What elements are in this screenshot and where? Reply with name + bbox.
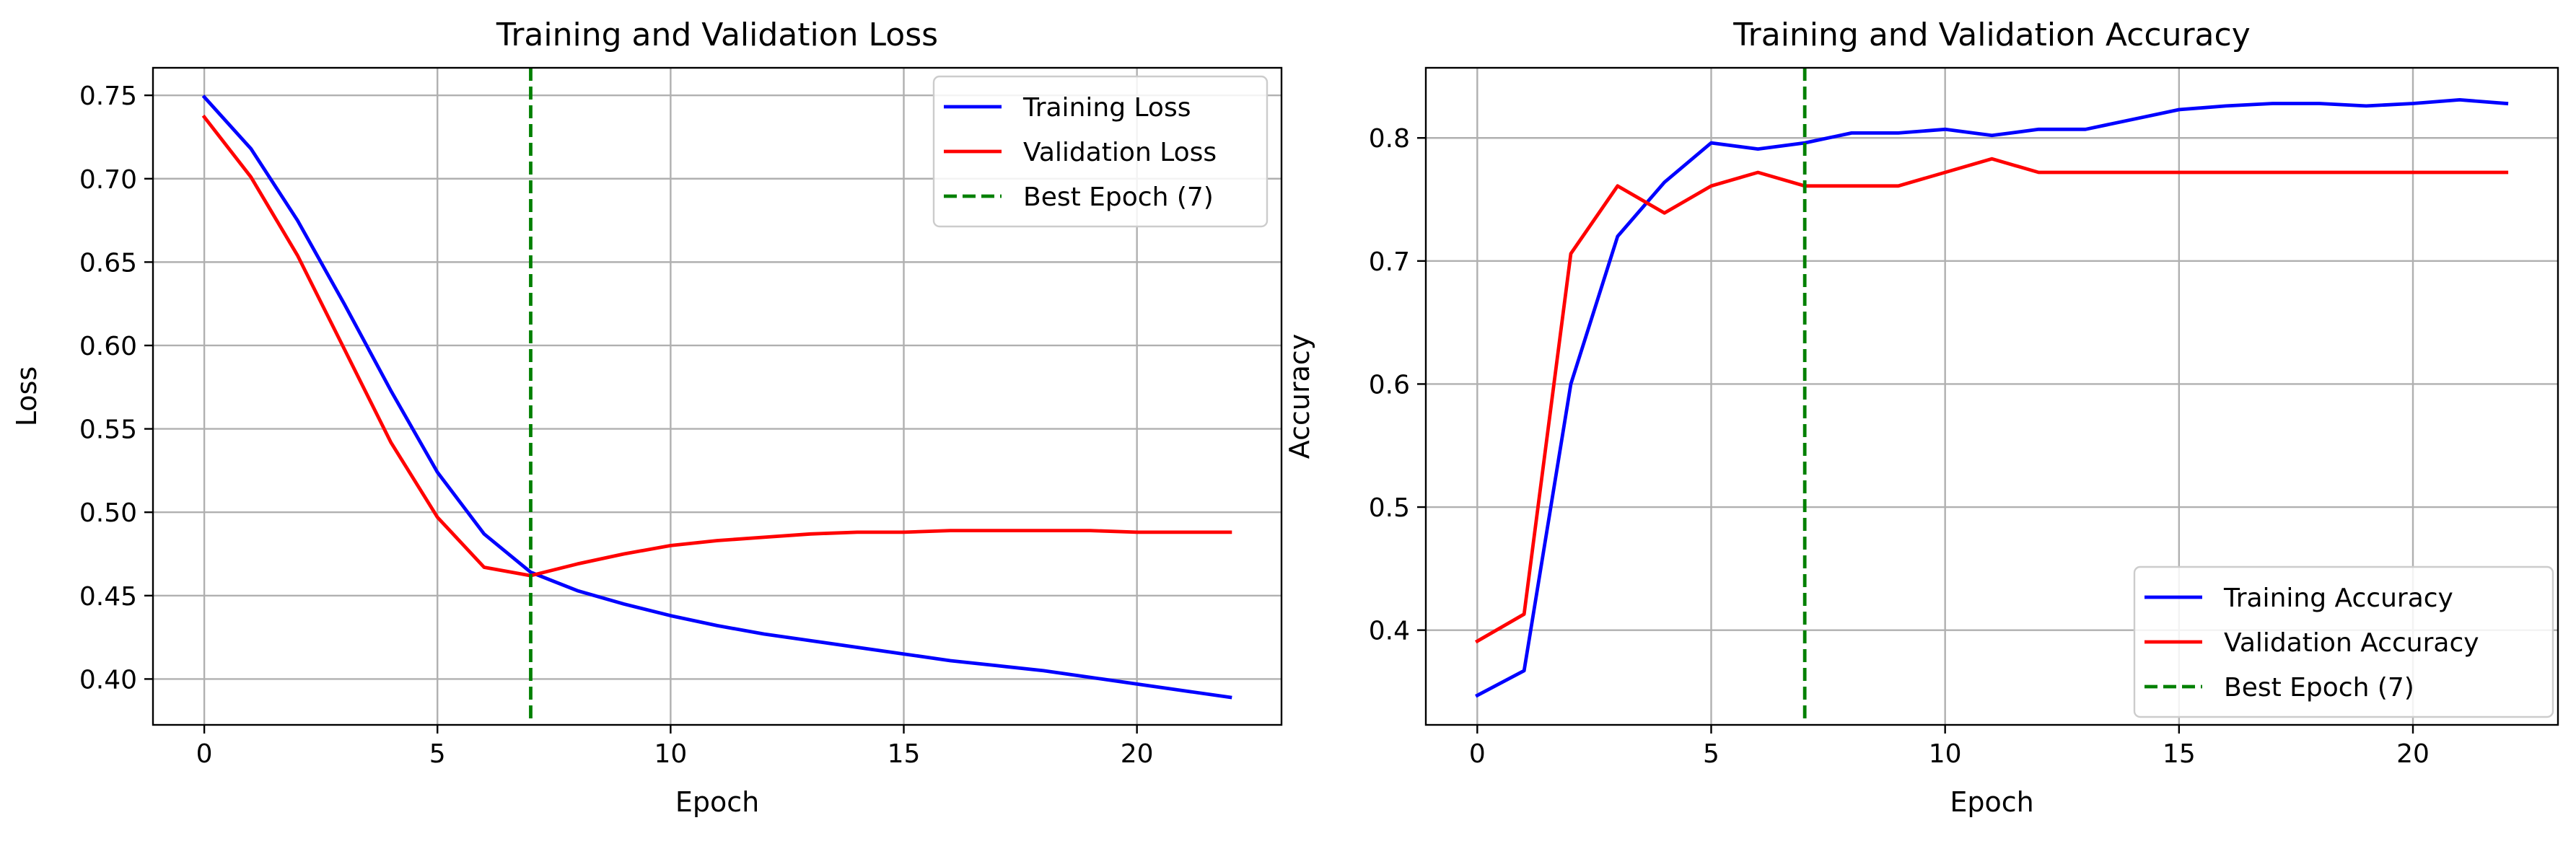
- accuracy-x-tick-label: 15: [2163, 739, 2196, 769]
- loss-legend-box: [932, 75, 1269, 228]
- accuracy-x-tick-label: 20: [2396, 739, 2430, 769]
- accuracy-y-tick-label: 0.7: [1369, 247, 1410, 277]
- accuracy-legend-label-training: Training Accuracy: [2223, 584, 2453, 613]
- loss-legend-label-validation: Validation Loss: [1023, 138, 1217, 167]
- accuracy-axes-frame: [1424, 66, 2559, 726]
- loss-x-tick-label: 5: [429, 739, 446, 769]
- loss-chart: Training and Validation Loss Epoch Loss …: [11, 17, 1283, 818]
- accuracy-y-tick-label: 0.6: [1369, 370, 1410, 400]
- loss-y-tick-label: 0.40: [79, 665, 137, 695]
- loss-y-tick-label: 0.65: [79, 248, 137, 278]
- accuracy-y-tick-label: 0.8: [1369, 124, 1410, 154]
- loss-chart-title: Training and Validation Loss: [496, 17, 938, 53]
- loss-y-tick-label: 0.55: [79, 415, 137, 445]
- accuracy-legend-label-best-epoch: Best Epoch (7): [2224, 673, 2414, 703]
- loss-y-tick-label: 0.60: [79, 332, 137, 361]
- loss-axes-frame: [152, 66, 1283, 726]
- accuracy-chart-title: Training and Validation Accuracy: [1732, 17, 2251, 53]
- loss-x-tick-label: 10: [654, 739, 687, 769]
- accuracy-y-tick-label: 0.4: [1369, 617, 1410, 646]
- accuracy-legend-label-validation: Validation Accuracy: [2224, 628, 2479, 658]
- accuracy-legend: Training Accuracy Validation Accuracy Best…: [2133, 565, 2554, 718]
- accuracy-x-axis-label: Epoch: [1950, 786, 2033, 818]
- accuracy-ticks: 0 5 10 15 20 0.4 0.5 0.6 0.7 0.8: [1369, 124, 2430, 769]
- loss-x-tick-label: 0: [196, 739, 213, 769]
- accuracy-legend-box: [2133, 565, 2554, 718]
- loss-y-tick-label: 0.75: [79, 82, 137, 111]
- accuracy-x-tick-label: 0: [1469, 739, 1486, 769]
- accuracy-series-validation-line: [1475, 157, 2509, 644]
- accuracy-series-training-line: [1475, 97, 2509, 698]
- loss-series-training-line: [201, 94, 1232, 700]
- accuracy-x-tick-label: 5: [1703, 739, 1719, 769]
- loss-x-tick-label: 15: [888, 739, 921, 769]
- accuracy-x-tick-label: 10: [1929, 739, 1962, 769]
- loss-y-tick-label: 0.45: [79, 582, 137, 612]
- accuracy-y-tick-label: 0.5: [1369, 493, 1410, 523]
- accuracy-chart: Training and Validation Accuracy Epoch A…: [1284, 17, 2559, 818]
- loss-series-validation-line: [201, 114, 1232, 578]
- accuracy-y-axis-label: Accuracy: [1284, 334, 1315, 459]
- loss-grid: [153, 68, 1282, 725]
- loss-legend-label-training: Training Loss: [1022, 93, 1191, 123]
- loss-y-tick-label: 0.70: [79, 165, 137, 195]
- loss-y-tick-label: 0.50: [79, 498, 137, 528]
- loss-legend: Training Loss Validation Loss Best Epoch (…: [932, 75, 1269, 228]
- loss-x-tick-label: 20: [1121, 739, 1154, 769]
- loss-ticks: 0 5 10 15 20 0.40 0.45 0.50 0.55 0.60 0.65 0.70 0.75: [79, 82, 1154, 769]
- loss-x-axis-label: Epoch: [675, 786, 759, 818]
- loss-legend-label-best-epoch: Best Epoch (7): [1023, 182, 1214, 212]
- loss-y-axis-label: Loss: [11, 366, 43, 426]
